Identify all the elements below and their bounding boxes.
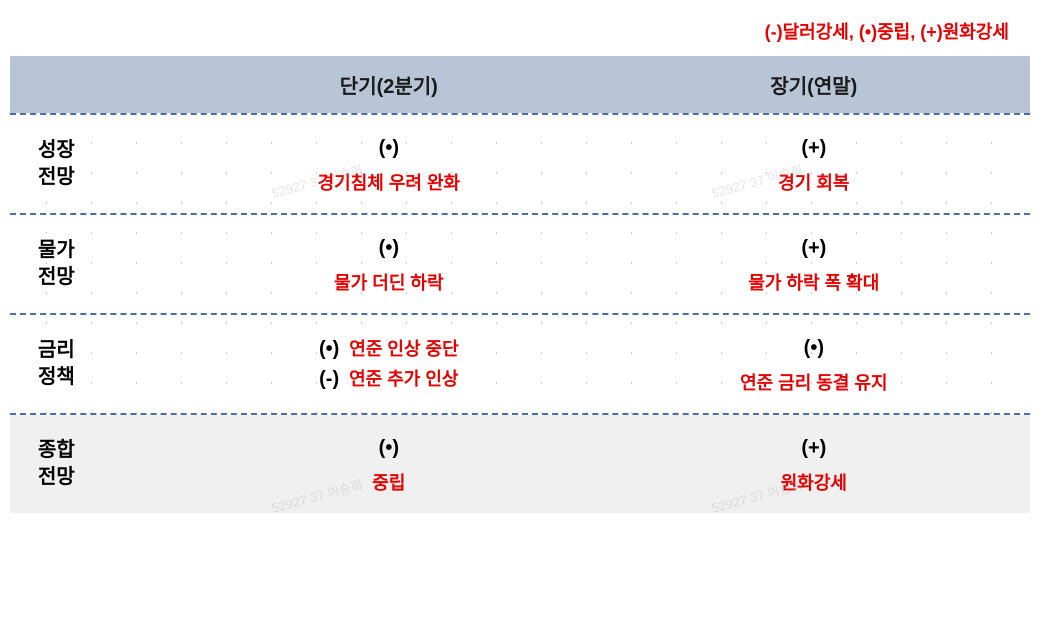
rate-short-line2-note: 연준 추가 인상 <box>349 366 458 393</box>
row-price: 물가 전망 (•) 물가 더딘 하락 (+) 물가 하락 폭 확대 <box>10 215 1030 313</box>
price-long-note: 물가 하락 폭 확대 <box>598 269 1030 295</box>
summary-short-symbol: (•) <box>180 433 598 463</box>
summary-long-symbol: (+) <box>598 433 1030 463</box>
growth-short-note: 경기침체 우려 완화 <box>180 169 598 195</box>
price-short-symbol: (•) <box>180 233 598 263</box>
table-container: 52927 37 이승희 52927 37 이승희 52927 37 이승희 5… <box>10 56 1030 513</box>
row-label-summary: 종합 전망 <box>10 437 180 491</box>
row-label-price: 물가 전망 <box>10 237 180 291</box>
row-label-rate: 금리 정책 <box>10 337 180 391</box>
header-row: 단기(2분기) 장기(연말) <box>10 56 1030 113</box>
summary-long-note: 원화강세 <box>598 469 1030 495</box>
rate-long-note: 연준 금리 동결 유지 <box>598 369 1030 395</box>
rate-short-line1-note: 연준 인상 중단 <box>349 336 458 363</box>
legend-text: (-)달러강세, (•)중립, (+)원화강세 <box>10 10 1029 56</box>
rate-long-symbol: (•) <box>598 333 1030 363</box>
summary-short-note: 중립 <box>180 469 598 495</box>
growth-short-symbol: (•) <box>180 133 598 163</box>
row-summary: 종합 전망 (•) 중립 (+) 원화강세 <box>10 415 1030 513</box>
growth-long-symbol: (+) <box>598 133 1030 163</box>
outlook-table: 단기(2분기) 장기(연말) 성장 전망 (•) 경기침체 우려 완화 (+) … <box>10 56 1030 513</box>
row-growth: 성장 전망 (•) 경기침체 우려 완화 (+) 경기 회복 <box>10 115 1030 213</box>
header-short-term: 단기(2분기) <box>180 56 598 113</box>
rate-short-line2-symbol: (-) <box>319 364 339 394</box>
growth-long-note: 경기 회복 <box>598 169 1030 195</box>
price-long-symbol: (+) <box>598 233 1030 263</box>
row-label-growth: 성장 전망 <box>10 137 180 191</box>
header-long-term: 장기(연말) <box>598 56 1030 113</box>
rate-short-line1-symbol: (•) <box>319 334 339 364</box>
price-short-note: 물가 더딘 하락 <box>180 269 598 295</box>
header-blank <box>10 56 180 113</box>
row-rate: 금리 정책 (•) 연준 인상 중단 (-) 연준 추가 인상 ( <box>10 315 1030 413</box>
